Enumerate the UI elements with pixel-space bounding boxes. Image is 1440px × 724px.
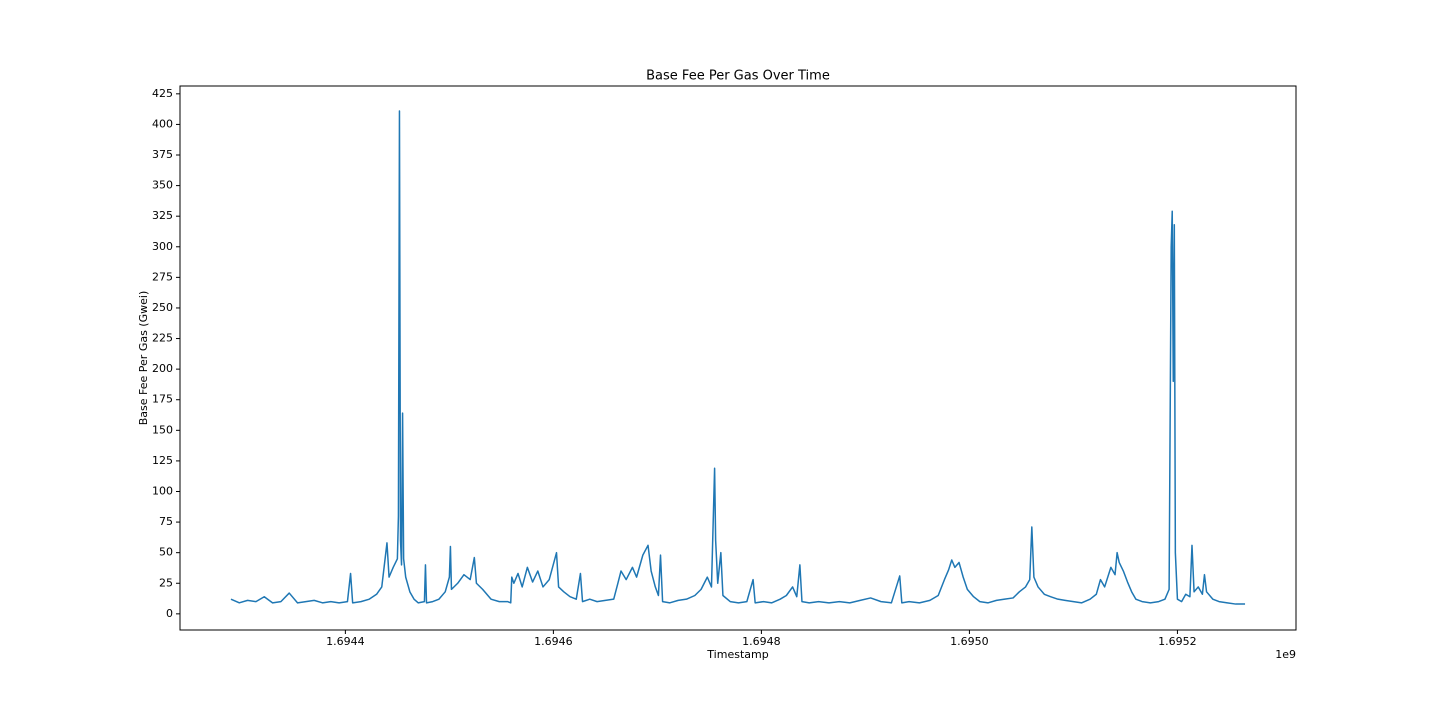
y-tick-label: 400 — [152, 117, 173, 130]
series-line — [230, 110, 1246, 605]
y-tick-label: 125 — [152, 454, 173, 467]
y-tick-label: 100 — [152, 484, 173, 497]
x-tick-label: 1.6950 — [950, 635, 989, 648]
y-tick-label: 275 — [152, 270, 173, 283]
y-tick-label: 225 — [152, 332, 173, 345]
y-tick-label: 0 — [166, 607, 173, 620]
y-tick-label: 150 — [152, 423, 173, 436]
x-tick-label: 1.6952 — [1158, 635, 1197, 648]
y-tick-label: 175 — [152, 393, 173, 406]
x-tick-label: 1.6948 — [742, 635, 781, 648]
y-tick-label: 200 — [152, 362, 173, 375]
y-tick-label: 375 — [152, 148, 173, 161]
y-tick-label: 25 — [159, 576, 173, 589]
y-tick-label: 350 — [152, 179, 173, 192]
x-tick-label: 1.6944 — [326, 635, 365, 648]
y-tick-label: 250 — [152, 301, 173, 314]
y-axis-label: Base Fee Per Gas (Gwei) — [137, 291, 150, 426]
y-tick-label: 50 — [159, 546, 173, 559]
chart-title: Base Fee Per Gas Over Time — [646, 69, 830, 84]
x-tick-label: 1.6946 — [534, 635, 573, 648]
y-tick-label: 300 — [152, 240, 173, 253]
y-tick-label: 425 — [152, 87, 173, 100]
plot-frame — [179, 85, 1297, 631]
x-offset-label: 1e9 — [1275, 648, 1296, 661]
y-tick-label: 75 — [159, 515, 173, 528]
y-tick-label: 325 — [152, 209, 173, 222]
x-axis-label: Timestamp — [706, 648, 768, 661]
